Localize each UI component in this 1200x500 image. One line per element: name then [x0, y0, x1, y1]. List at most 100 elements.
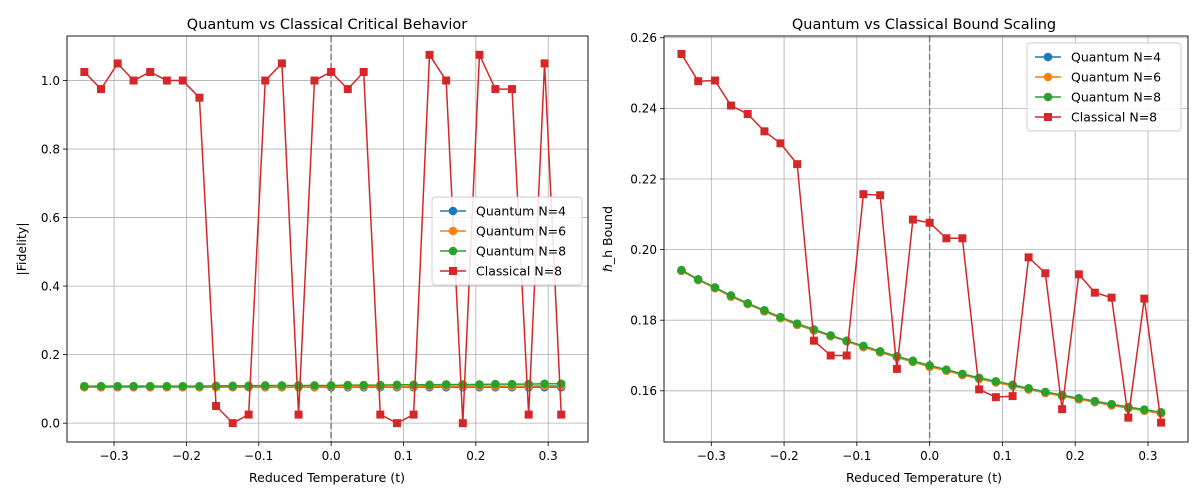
data-point: [409, 380, 418, 390]
bound-scaling-chart: Quantum vs Classical Bound Scaling Reduc…: [600, 17, 1189, 485]
legend-label: Quantum N=8: [1071, 90, 1161, 105]
y-tick-label: 0.4: [41, 279, 60, 293]
data-point: [792, 319, 802, 329]
legend-marker: [448, 206, 458, 216]
legend-entry: Classical N=8: [440, 264, 562, 279]
data-point: [508, 85, 517, 94]
data-point: [97, 85, 106, 94]
data-point: [975, 385, 984, 394]
data-point: [743, 110, 752, 119]
data-point: [260, 381, 270, 390]
data-point: [925, 218, 934, 227]
data-point: [359, 380, 368, 390]
data-point: [162, 76, 171, 85]
data-point: [343, 85, 352, 94]
data-point: [277, 59, 286, 68]
data-point: [343, 380, 353, 390]
data-point: [859, 341, 868, 351]
legend-box: [1026, 42, 1182, 132]
data-point: [491, 85, 500, 94]
data-point: [310, 76, 319, 85]
x-tick-label: 0.0: [920, 449, 939, 463]
data-point: [113, 381, 122, 391]
data-point: [908, 215, 917, 224]
y-tick-label: 1.0: [41, 74, 60, 88]
legend-marker: [448, 246, 458, 256]
y-tick-label: 0.2: [41, 348, 60, 362]
x-tick-label: 0.2: [1066, 449, 1085, 463]
data-point: [409, 410, 418, 419]
data-point: [743, 298, 752, 308]
data-point: [859, 190, 868, 199]
data-point: [892, 351, 902, 361]
data-point: [826, 331, 835, 340]
legend-marker: [449, 267, 457, 275]
data-point: [212, 402, 221, 411]
y-tick-label: 0.24: [630, 102, 657, 116]
x-tick-label: −0.2: [172, 449, 201, 463]
plot-frame: [66, 35, 589, 443]
data-point: [294, 410, 303, 419]
plot-frame: [663, 35, 1189, 443]
data-point: [760, 306, 769, 315]
chart-title: Quantum vs Classical Bound Scaling: [792, 17, 1056, 33]
legend-marker: [448, 226, 458, 236]
data-point: [991, 376, 1001, 386]
data-point: [942, 365, 951, 374]
data-point: [524, 410, 533, 419]
legend-entry: Quantum N=4: [1035, 50, 1161, 65]
data-point: [211, 381, 221, 391]
data-point: [1041, 387, 1050, 397]
legend-entry: Quantum N=8: [440, 244, 566, 259]
legend: Quantum N=4 Quantum N=6 Quantum N=8 Classic…: [1026, 42, 1182, 132]
data-point: [244, 381, 253, 391]
data-point: [1008, 392, 1017, 401]
data-point: [1090, 288, 1099, 297]
x-tick-label: −0.1: [842, 449, 871, 463]
series-classical-n-8: [80, 50, 566, 428]
data-point: [760, 127, 769, 136]
data-point: [195, 93, 204, 102]
data-point: [958, 369, 967, 379]
data-point: [425, 50, 434, 59]
data-point: [178, 381, 188, 391]
data-point: [958, 234, 967, 243]
data-point: [809, 325, 819, 334]
data-point: [677, 50, 686, 59]
legend-entry: Classical N=8: [1035, 110, 1157, 125]
data-point: [359, 67, 368, 76]
data-point: [726, 291, 736, 300]
y-tick-label: 0.8: [41, 142, 60, 156]
data-point: [1157, 418, 1166, 427]
data-point: [1041, 269, 1050, 278]
legend: Quantum N=4 Quantum N=6 Quantum N=8 Classic…: [431, 196, 583, 286]
data-point: [710, 76, 719, 85]
legend-label: Classical N=8: [476, 264, 562, 279]
y-axis-label: ℏ_h Bound: [600, 206, 615, 272]
data-point: [392, 419, 401, 428]
legend-label: Quantum N=6: [476, 224, 566, 239]
data-point: [294, 381, 303, 390]
legend-label: Quantum N=4: [476, 204, 566, 219]
data-point: [145, 381, 155, 391]
series-quantum-n-8: [80, 379, 566, 391]
y-tick-label: 0.0: [41, 416, 60, 430]
data-point: [1008, 380, 1017, 390]
y-tick-label: 0.22: [630, 172, 657, 186]
data-point: [925, 361, 934, 370]
x-axis-label: Reduced Temperature (t): [249, 470, 405, 485]
data-point: [96, 381, 106, 391]
data-point: [1074, 270, 1083, 279]
y-tick-label: 0.18: [630, 314, 657, 328]
data-point: [425, 380, 434, 390]
legend-marker: [1044, 113, 1052, 121]
x-tick-label: 0.3: [1138, 449, 1157, 463]
data-point: [376, 410, 385, 419]
data-point: [842, 336, 851, 345]
data-point: [908, 356, 918, 366]
legend-entry: Quantum N=6: [1035, 70, 1161, 85]
data-point: [80, 381, 89, 391]
data-point: [710, 283, 720, 292]
x-tick-label: 0.1: [394, 449, 413, 463]
